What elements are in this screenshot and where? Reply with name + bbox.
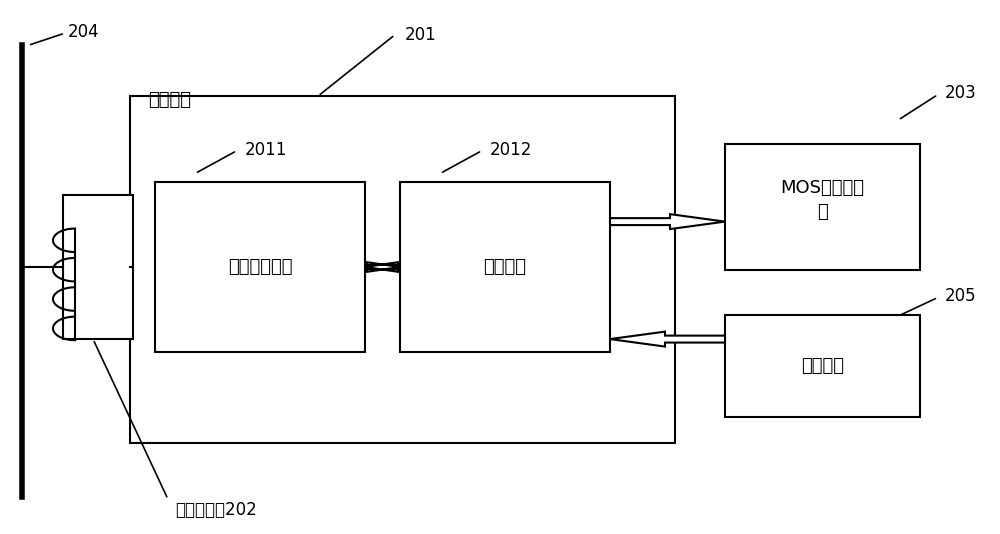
Polygon shape — [610, 214, 725, 229]
Text: 2012: 2012 — [490, 140, 532, 159]
Polygon shape — [610, 332, 725, 347]
Text: 采集电路: 采集电路 — [801, 357, 844, 375]
Text: MOS管控制电
路: MOS管控制电 路 — [780, 179, 864, 221]
Bar — [400, 182, 610, 352]
Bar — [725, 144, 920, 270]
Text: 201: 201 — [405, 26, 437, 44]
Text: 集成芋片: 集成芋片 — [148, 91, 191, 109]
Bar — [725, 315, 920, 417]
Text: 2011: 2011 — [245, 140, 287, 159]
Text: 204: 204 — [68, 23, 100, 41]
Bar — [155, 182, 365, 352]
Bar — [63, 195, 133, 339]
Text: 205: 205 — [945, 287, 977, 305]
Text: 微处理器: 微处理器 — [484, 258, 526, 276]
Polygon shape — [365, 262, 400, 272]
Text: 互感变压器202: 互感变压器202 — [175, 501, 257, 519]
Text: 电力载波芯片: 电力载波芯片 — [228, 258, 292, 276]
Text: 203: 203 — [945, 84, 977, 103]
Bar — [130, 96, 675, 443]
